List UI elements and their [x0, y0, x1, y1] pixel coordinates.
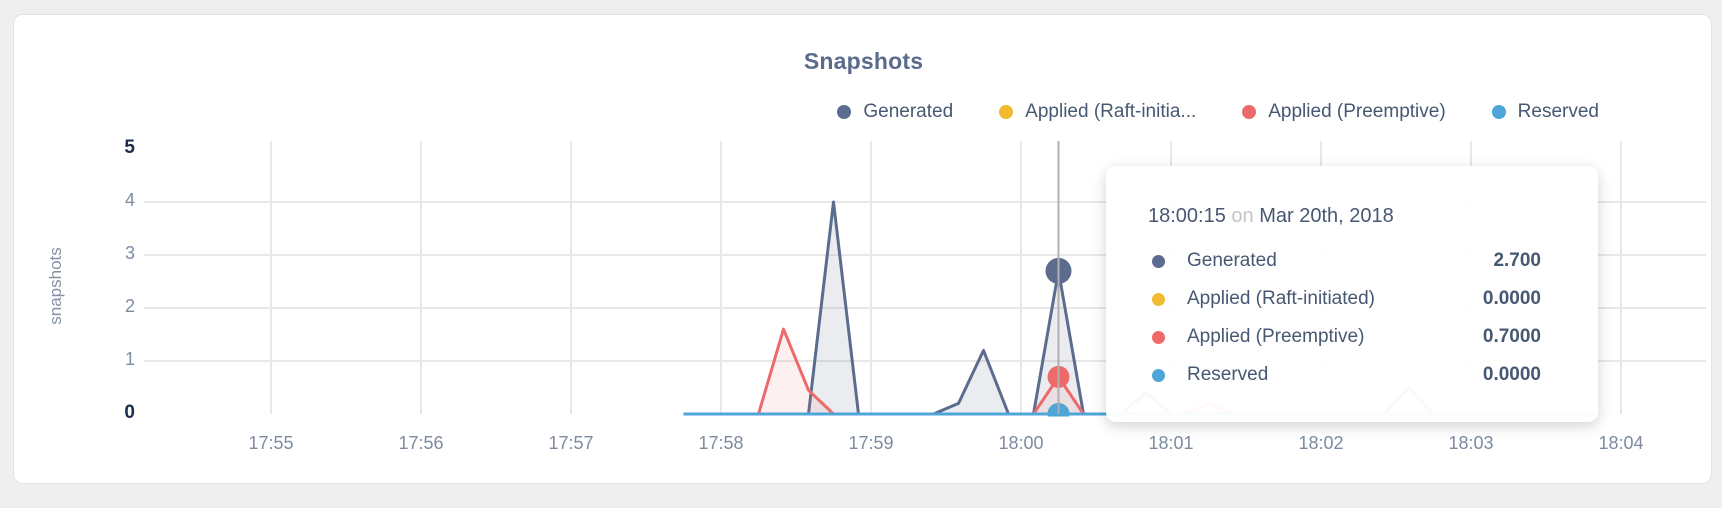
tooltip-dot-generated	[1152, 254, 1165, 268]
y-tick-3: 3	[124, 243, 135, 263]
tooltip-dot-applied-raft	[1152, 292, 1165, 306]
legend-item-reserved[interactable]: Reserved	[1491, 101, 1599, 123]
legend-label-generated: Generated	[863, 101, 954, 122]
tooltip-time: 18:00:15	[1148, 205, 1226, 227]
tooltip-value-applied-preemptive: 0.7000	[1482, 326, 1541, 347]
legend-dot-applied-preemptive	[1242, 105, 1257, 119]
chart-card: Snapshots Generated Applied (Raft-initia…	[13, 14, 1712, 484]
tooltip-dot-applied-preemptive	[1152, 330, 1165, 344]
y-axis-title: snapshots	[46, 247, 65, 325]
legend-item-applied-preemptive[interactable]: Applied (Preemptive)	[1242, 101, 1446, 123]
tooltip-dot-reserved	[1152, 368, 1165, 382]
y-tick-5: 5	[124, 137, 135, 158]
tooltip-value-reserved: 0.0000	[1482, 364, 1541, 385]
x-tick-17-57: 17:57	[548, 433, 594, 453]
legend-item-generated[interactable]: Generated	[837, 101, 953, 123]
legend-item-applied-raft[interactable]: Applied (Raft-initia...	[999, 101, 1196, 123]
y-tick-2: 2	[124, 296, 135, 316]
legend-dot-applied-raft	[999, 105, 1014, 119]
x-tick-17-59: 17:59	[848, 433, 894, 453]
legend-label-applied-preemptive: Applied (Preemptive)	[1268, 101, 1446, 122]
tooltip-rows: Generated 2.700 Applied (Raft-initiated)…	[1148, 242, 1541, 394]
tooltip-row-applied-preemptive: Applied (Preemptive) 0.7000	[1148, 318, 1541, 356]
x-tick-17-56: 17:56	[398, 433, 444, 453]
tooltip-row-reserved: Reserved 0.0000	[1148, 356, 1541, 394]
tooltip-date: Mar 20th, 2018	[1259, 205, 1394, 227]
y-tick-4: 4	[124, 190, 135, 210]
tooltip-label-applied-raft: Applied (Raft-initiated)	[1187, 288, 1375, 309]
legend: Generated Applied (Raft-initia... Applie…	[837, 101, 1599, 123]
legend-dot-generated	[837, 105, 852, 119]
hover-tooltip: 18:00:15 on Mar 20th, 2018 Generated 2.7…	[1106, 166, 1598, 422]
y-tick-1: 1	[124, 349, 135, 369]
y-tick-0: 0	[124, 402, 135, 423]
x-tick-18-03: 18:03	[1448, 433, 1494, 453]
tooltip-header: 18:00:15 on Mar 20th, 2018	[1148, 202, 1541, 230]
tooltip-label-applied-preemptive: Applied (Preemptive)	[1187, 326, 1365, 347]
x-tick-17-58: 17:58	[698, 433, 744, 453]
legend-label-reserved: Reserved	[1517, 101, 1599, 122]
x-tick-18-00: 18:00	[998, 433, 1044, 453]
tooltip-value-applied-raft: 0.0000	[1482, 288, 1541, 309]
x-tick-18-04: 18:04	[1598, 433, 1644, 453]
tooltip-value-generated: 2.700	[1493, 250, 1541, 271]
tooltip-row-generated: Generated 2.700	[1148, 242, 1541, 280]
legend-label-applied-raft: Applied (Raft-initia...	[1025, 101, 1197, 122]
tooltip-conjunction: on	[1231, 205, 1254, 227]
legend-dot-reserved	[1491, 105, 1506, 119]
x-tick-17-55: 17:55	[248, 433, 294, 453]
tooltip-row-applied-raft: Applied (Raft-initiated) 0.0000	[1148, 280, 1541, 318]
chart-title: Snapshots	[803, 48, 924, 74]
x-tick-18-02: 18:02	[1298, 433, 1344, 453]
tooltip-label-reserved: Reserved	[1187, 364, 1269, 385]
x-tick-18-01: 18:01	[1148, 433, 1194, 453]
tooltip-label-generated: Generated	[1187, 250, 1277, 271]
